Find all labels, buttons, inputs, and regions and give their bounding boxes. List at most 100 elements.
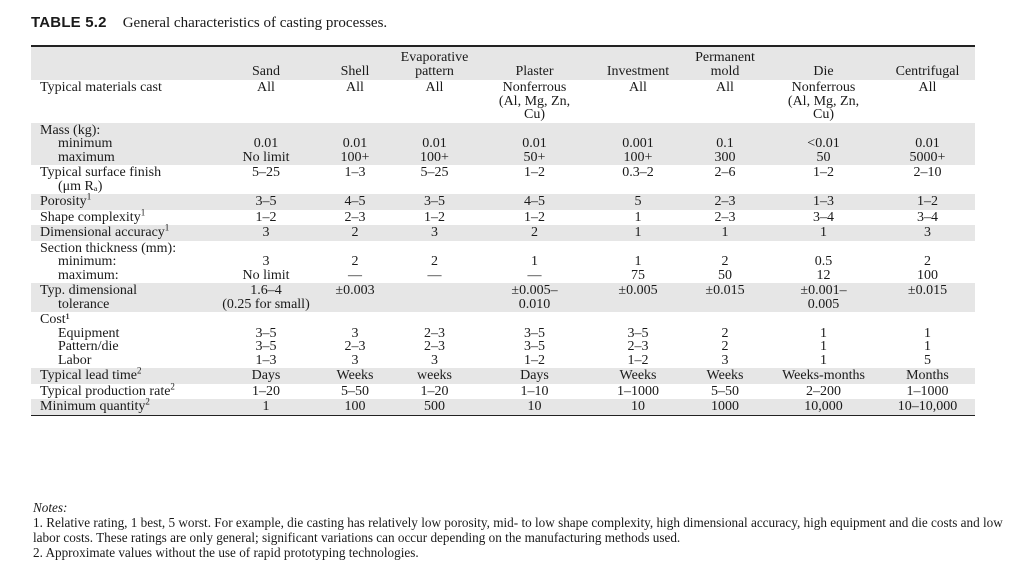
table-cell: 2–6 bbox=[683, 165, 767, 194]
table-cell: 1–3 bbox=[317, 165, 393, 194]
table-cell: 0.001 100+ bbox=[593, 123, 683, 166]
cell-value: 1–1000 bbox=[906, 383, 949, 399]
column-header-line: Plaster bbox=[515, 63, 554, 79]
cell-value bbox=[215, 313, 317, 327]
cell-value: 3–4 bbox=[813, 209, 834, 225]
cell-value: 1 bbox=[531, 254, 538, 269]
row-label-line: Minimum quantity2 bbox=[40, 397, 215, 414]
cell-value: 1–2 bbox=[524, 209, 545, 225]
table-cell: 0.01 5000+ bbox=[880, 123, 975, 166]
footnote-marker: 1 bbox=[140, 206, 146, 217]
cell-value: 75 bbox=[631, 267, 645, 283]
column-header: Sand bbox=[215, 47, 317, 80]
cell-value: 1–2 bbox=[627, 352, 649, 368]
table-cell: Weeks-months bbox=[767, 368, 880, 384]
table-cell: 3 bbox=[880, 225, 975, 241]
cell-value: 1–20 bbox=[420, 383, 449, 399]
row-label-line: (μm Rₐ) bbox=[58, 178, 103, 194]
cell-value: 2–3 bbox=[344, 339, 366, 354]
footnote-marker: 2 bbox=[145, 396, 150, 407]
column-header bbox=[31, 47, 215, 80]
column-header-line bbox=[317, 51, 393, 65]
cell-value bbox=[393, 313, 476, 327]
notes-title: Notes: bbox=[33, 500, 68, 515]
table-cell: 3–5 3–5 1–3 bbox=[215, 312, 317, 368]
cell-value: 1000 bbox=[711, 399, 739, 414]
row-label-line: Typ. dimensional bbox=[40, 283, 138, 298]
cell-value bbox=[393, 124, 476, 138]
note-2: 2. Approximate values without the use of… bbox=[33, 545, 419, 560]
cell-value: 5–25 bbox=[420, 165, 449, 180]
cell-value: 0.005 bbox=[807, 296, 840, 312]
cell-value: 0.1 bbox=[716, 136, 734, 151]
row-label-line: Typical surface finish bbox=[40, 165, 162, 180]
table-cell: 1–20 bbox=[215, 384, 317, 400]
cell-value: 100 bbox=[917, 267, 938, 283]
table-cell: 3 bbox=[215, 225, 317, 241]
table-row: Typical lead time2 Days Weeks weeks Days Week… bbox=[31, 366, 975, 384]
cell-value: 1 bbox=[721, 225, 729, 240]
cell-value: 3 bbox=[262, 225, 270, 240]
table-cell: Days bbox=[476, 368, 593, 384]
table-cell: 0.3–2 bbox=[593, 165, 683, 194]
column-header-line bbox=[880, 51, 975, 65]
row-label: Typical lead time2 bbox=[31, 366, 215, 384]
row-label-line: Equipment bbox=[58, 325, 120, 341]
column-header: Die bbox=[767, 47, 880, 80]
cell-value: 10,000 bbox=[804, 399, 843, 414]
cell-value: 1–2 bbox=[424, 209, 445, 225]
column-header-line: Evaporative bbox=[400, 50, 469, 65]
cell-value: (Al, Mg, Zn, bbox=[498, 93, 571, 109]
cell-value: 3 bbox=[431, 225, 438, 240]
table-cell: Days bbox=[215, 368, 317, 384]
cell-value: 4–5 bbox=[524, 194, 545, 209]
cell-value: 1–2 bbox=[524, 352, 545, 368]
table-cell: Nonferrous (Al, Mg, Zn, Cu) bbox=[767, 80, 880, 123]
cell-value: 4–5 bbox=[344, 194, 366, 209]
row-label-text: Minimum quantity bbox=[40, 399, 146, 414]
cell-value: 2–10 bbox=[913, 165, 942, 180]
table-row: Shape complexity1 1–2 2–3 1–2 1–2 1 2–3 3–4 3–4 bbox=[31, 206, 975, 226]
footnote-marker: 1 bbox=[164, 222, 170, 233]
row-label-line: tolerance bbox=[58, 296, 110, 312]
row-label: Typ. dimensional tolerance bbox=[31, 283, 215, 312]
cell-value: 2–3 bbox=[424, 325, 445, 341]
cell-value: 1 bbox=[634, 254, 642, 269]
table-cell: 1 75 bbox=[593, 241, 683, 284]
cell-value: All bbox=[346, 80, 364, 95]
cell-value: 3–5 bbox=[524, 339, 545, 354]
cell-value: Days bbox=[251, 368, 281, 383]
column-header-line: Centrifugal bbox=[895, 63, 960, 79]
table-cell: 2–3 bbox=[683, 194, 767, 210]
cell-value: 1–2 bbox=[917, 194, 938, 209]
table-cell: 5–25 bbox=[393, 165, 476, 194]
cell-value: 1–3 bbox=[344, 165, 366, 180]
table-cell: Months bbox=[880, 368, 975, 384]
table-cell: 10,000 bbox=[767, 399, 880, 415]
table-cell: ±0.005– 0.010 bbox=[476, 283, 593, 312]
column-header: Permanent mold bbox=[683, 47, 767, 80]
row-label-line: Cost¹ bbox=[40, 312, 70, 327]
table-cell: All bbox=[683, 80, 767, 123]
table-cell: 4–5 bbox=[317, 194, 393, 210]
table-cell: 0.1 300 bbox=[683, 123, 767, 166]
cell-value bbox=[593, 242, 683, 256]
table-cell: 4–5 bbox=[476, 194, 593, 210]
cell-value: No limit bbox=[242, 267, 290, 283]
table-cell: 1–2 bbox=[880, 194, 975, 210]
cell-value: ±0.003 bbox=[335, 283, 375, 298]
table-cell: 5 bbox=[593, 194, 683, 210]
cell-value: 300 bbox=[714, 149, 736, 165]
cell-value bbox=[317, 298, 393, 312]
cell-value: 50 bbox=[718, 267, 732, 283]
table-cell: 2–3 bbox=[317, 210, 393, 226]
table-cell: 3–5 3–5 1–2 bbox=[476, 312, 593, 368]
table-cell: 1 bbox=[215, 399, 317, 415]
cell-value: — bbox=[348, 267, 362, 283]
row-label: Typical materials cast bbox=[31, 80, 215, 123]
row-label-line: maximum bbox=[58, 149, 115, 165]
cell-value bbox=[683, 124, 767, 138]
cell-value: 3–5 bbox=[255, 339, 277, 354]
cell-value: 3 bbox=[262, 254, 270, 269]
cell-value: 2 bbox=[431, 254, 438, 269]
